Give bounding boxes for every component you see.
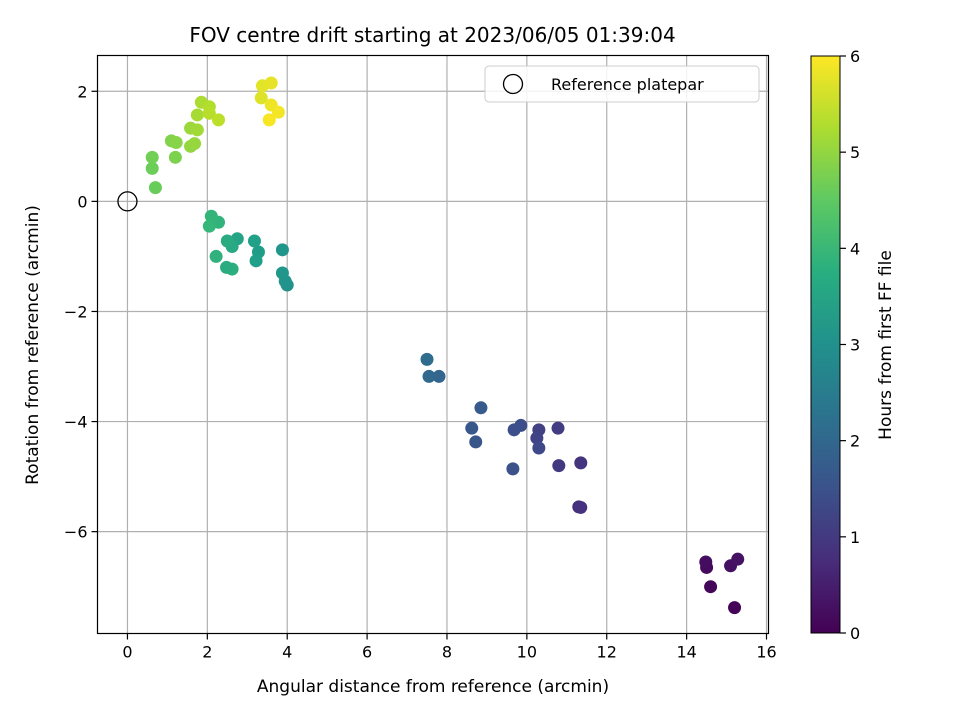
colorbar-tick-label: 6 xyxy=(850,47,860,66)
data-point xyxy=(271,105,285,119)
data-point xyxy=(262,113,276,127)
y-axis-label: Rotation from reference (arcmin) xyxy=(23,205,43,485)
chart-title: FOV centre drift starting at 2023/06/05 … xyxy=(189,23,675,47)
data-point xyxy=(507,423,521,437)
y-axis-ticks: 2 0 −2 −4 −6 xyxy=(64,82,98,542)
legend-label: Reference platepar xyxy=(551,75,704,94)
y-tick-label: −6 xyxy=(64,523,88,542)
colorbar-tick-label: 4 xyxy=(850,239,860,258)
data-point xyxy=(220,234,234,248)
x-axis-ticks: 0 2 4 6 8 10 12 14 16 xyxy=(122,633,777,662)
x-tick-label: 10 xyxy=(517,643,537,662)
y-tick-label: −4 xyxy=(64,413,88,432)
data-point xyxy=(474,401,488,415)
data-point xyxy=(275,266,289,280)
data-point xyxy=(420,352,434,366)
data-point xyxy=(249,254,263,268)
colorbar-ticks: 0 1 2 3 4 5 6 xyxy=(840,47,860,643)
legend-marker-icon xyxy=(502,73,524,95)
y-tick-label: 0 xyxy=(77,192,87,211)
data-point xyxy=(264,76,278,90)
data-point xyxy=(190,108,204,122)
data-point xyxy=(204,209,218,223)
data-point xyxy=(574,500,588,514)
x-tick-label: 4 xyxy=(282,643,292,662)
colorbar-tick-label: 0 xyxy=(850,624,860,643)
data-point xyxy=(506,462,520,476)
data-point xyxy=(574,456,588,470)
data-point xyxy=(168,150,182,164)
data-point xyxy=(728,601,742,615)
data-point xyxy=(145,161,159,175)
x-tick-label: 16 xyxy=(756,643,776,662)
data-point xyxy=(275,243,289,257)
data-point xyxy=(699,555,713,569)
data-point xyxy=(220,260,234,274)
colorbar-tick-label: 3 xyxy=(850,336,860,355)
x-tick-label: 8 xyxy=(442,643,452,662)
legend: Reference platepar xyxy=(484,65,760,103)
data-point xyxy=(530,431,544,445)
plot-frame xyxy=(96,54,770,635)
data-point xyxy=(254,91,268,105)
y-tick-label: 2 xyxy=(77,82,87,101)
x-tick-label: 12 xyxy=(597,643,617,662)
data-point xyxy=(532,441,546,455)
data-point xyxy=(552,459,566,473)
data-point xyxy=(145,150,159,164)
data-point xyxy=(731,552,745,566)
data-point xyxy=(469,435,483,449)
data-point xyxy=(212,113,226,127)
data-point xyxy=(202,106,216,120)
data-point xyxy=(169,135,183,149)
x-tick-label: 6 xyxy=(362,643,372,662)
data-points xyxy=(145,76,745,615)
colorbar-tick-label: 5 xyxy=(850,143,860,162)
data-point xyxy=(190,123,204,137)
reference-marker-layer xyxy=(117,191,138,212)
y-tick-label: −2 xyxy=(64,302,88,321)
data-point xyxy=(551,421,565,435)
x-tick-label: 2 xyxy=(202,643,212,662)
data-point xyxy=(188,137,202,151)
colorbar: 0 1 2 3 4 5 6 Hours from first FF file xyxy=(810,47,896,643)
data-point xyxy=(148,181,162,195)
data-point xyxy=(209,249,223,263)
data-point xyxy=(422,369,436,383)
colorbar-tick-label: 2 xyxy=(850,432,860,451)
colorbar-gradient xyxy=(810,55,841,634)
colorbar-label: Hours from first FF file xyxy=(876,250,896,440)
colorbar-tick-label: 1 xyxy=(850,528,860,547)
x-tick-label: 0 xyxy=(122,643,132,662)
x-axis-label: Angular distance from reference (arcmin) xyxy=(257,677,609,697)
data-point xyxy=(704,580,718,594)
data-point xyxy=(247,234,261,248)
reference-platepar-marker xyxy=(117,191,138,212)
data-point xyxy=(465,421,479,435)
data-point xyxy=(432,369,446,383)
grid xyxy=(97,55,769,634)
data-point xyxy=(202,219,216,233)
x-tick-label: 14 xyxy=(676,643,696,662)
legend-box xyxy=(484,65,760,103)
